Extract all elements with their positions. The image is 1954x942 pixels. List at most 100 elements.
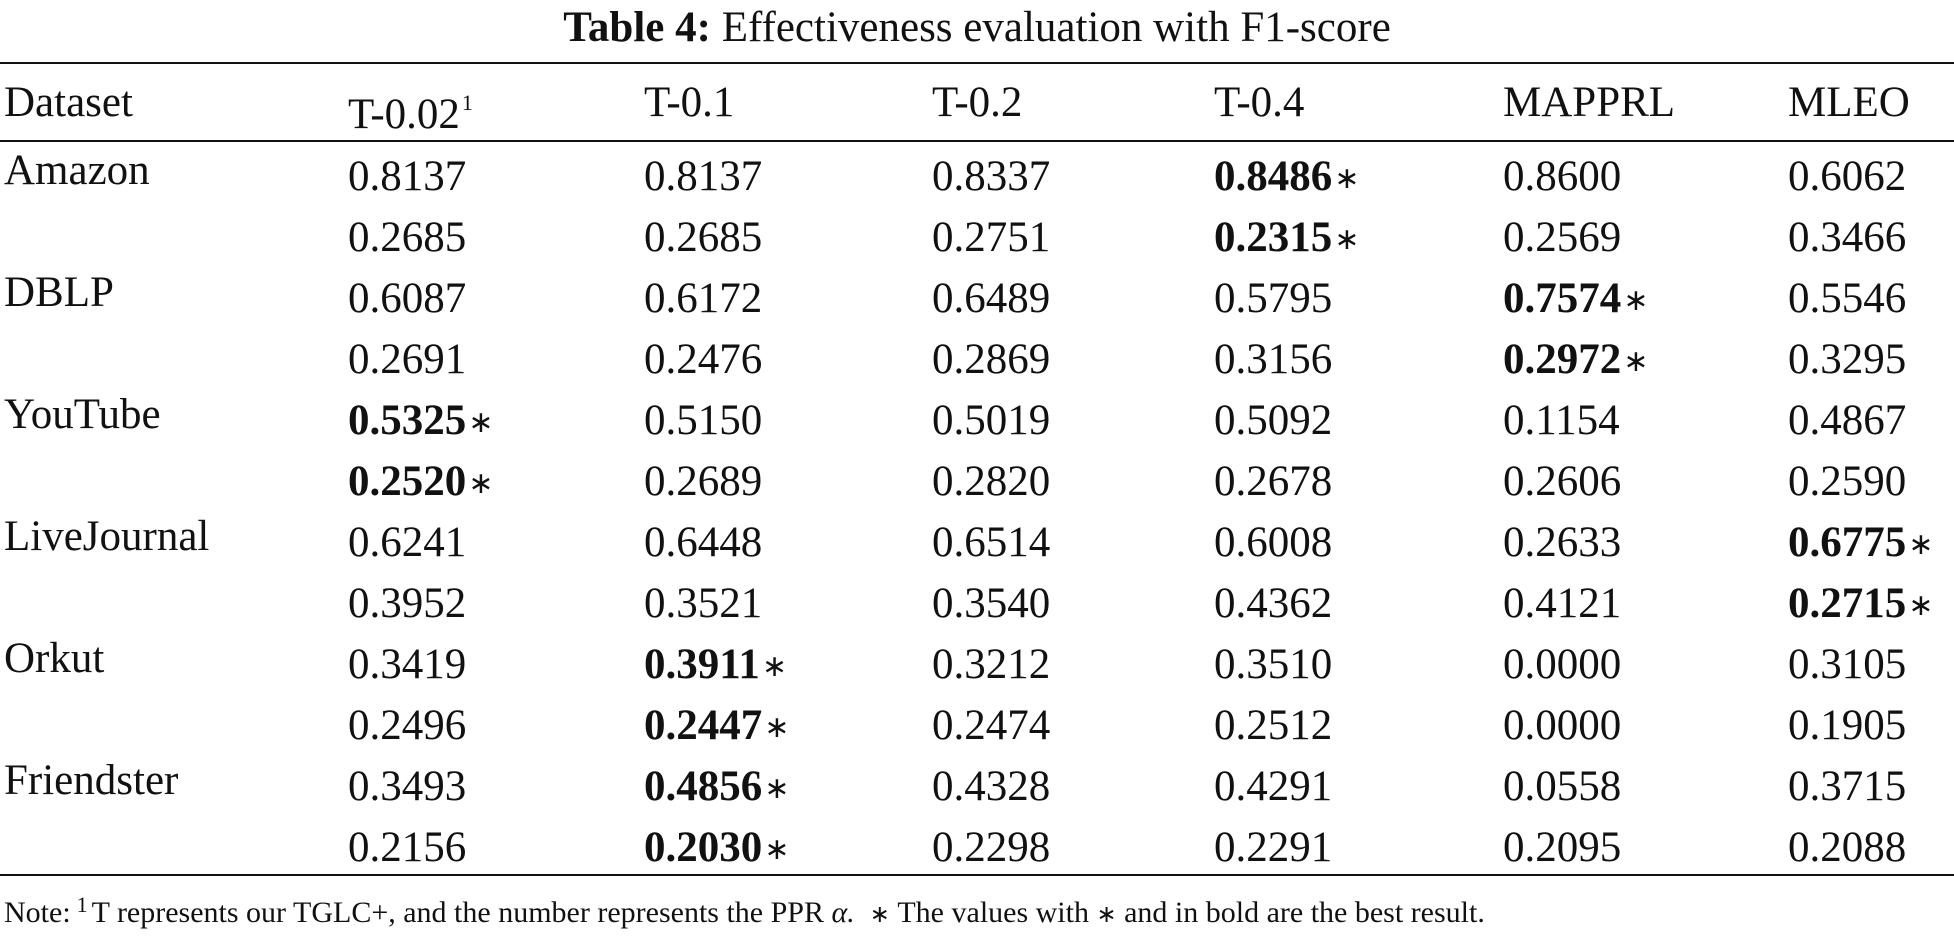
dataset-label: DBLP <box>4 269 114 316</box>
value-cell: 0.6008 <box>1214 519 1333 566</box>
dataset-label: Amazon <box>4 147 150 194</box>
value-cell: 0.2820 <box>932 458 1051 505</box>
value-cell: 0.6489 <box>932 275 1051 322</box>
value-cell: 0.6087 <box>348 275 467 322</box>
note-star-2: ∗ <box>1096 900 1117 928</box>
value-cell: 0.2474 <box>932 702 1051 749</box>
best-marker: ∗ <box>764 771 790 806</box>
value-cell: 0.2095 <box>1503 824 1622 871</box>
header-t-0-1: T-0.1 <box>644 79 735 126</box>
best-value-cell: 0.2447∗ <box>644 702 790 749</box>
value-cell: 0.2691 <box>348 336 467 383</box>
header-dataset: Dataset <box>4 79 133 126</box>
best-value-cell: 0.8486∗ <box>1214 153 1360 200</box>
note-text-2: The values with <box>897 896 1089 929</box>
best-value-cell: 0.5325∗ <box>348 397 494 444</box>
best-value-cell: 0.4856∗ <box>644 763 790 810</box>
value-cell: 0.3156 <box>1214 336 1333 383</box>
best-value-cell: 0.3911∗ <box>644 641 788 688</box>
value-cell: 0.2678 <box>1214 458 1333 505</box>
note-text-3: and in bold are the best result. <box>1124 896 1485 929</box>
caption-text: Effectiveness evaluation with F1-score <box>721 4 1391 51</box>
value-cell: 0.5019 <box>932 397 1051 444</box>
dataset-label: YouTube <box>4 391 161 438</box>
dataset-label: Orkut <box>4 635 105 682</box>
top-rule <box>0 62 1954 64</box>
value-cell: 0.6172 <box>644 275 763 322</box>
value-cell: 0.3521 <box>644 580 763 627</box>
best-value-cell: 0.2030∗ <box>644 824 790 871</box>
value-cell: 0.0000 <box>1503 702 1622 749</box>
value-cell: 0.6062 <box>1788 153 1907 200</box>
best-marker: ∗ <box>1334 222 1360 257</box>
table-note: Note: 1 T represents our TGLC+, and the nu… <box>4 880 1485 939</box>
note-prefix: Note: <box>4 896 71 929</box>
value-cell: 0.6514 <box>932 519 1051 566</box>
value-cell: 0.3952 <box>348 580 467 627</box>
value-cell: 0.4328 <box>932 763 1051 810</box>
best-marker: ∗ <box>1623 344 1649 379</box>
value-cell: 0.2298 <box>932 824 1051 871</box>
value-cell: 0.5795 <box>1214 275 1333 322</box>
value-cell: 0.2751 <box>932 214 1051 261</box>
value-cell: 0.0558 <box>1503 763 1622 810</box>
best-value-cell: 0.7574∗ <box>1503 275 1649 322</box>
value-cell: 0.2512 <box>1214 702 1333 749</box>
note-text-1: T represents our TGLC+, and the number r… <box>91 896 824 929</box>
value-cell: 0.1154 <box>1503 397 1620 444</box>
header-t-0-4: T-0.4 <box>1214 79 1305 126</box>
header-rule <box>0 140 1954 142</box>
dataset-label: Friendster <box>4 757 179 804</box>
value-cell: 0.3540 <box>932 580 1051 627</box>
header-t-0-02: T-0.021 <box>348 90 473 138</box>
best-value-cell: 0.6775∗ <box>1788 519 1934 566</box>
best-marker: ∗ <box>1908 588 1934 623</box>
note-star: ∗ <box>869 900 890 928</box>
value-cell: 0.5092 <box>1214 397 1333 444</box>
value-cell: 0.2685 <box>348 214 467 261</box>
value-cell: 0.3493 <box>348 763 467 810</box>
value-cell: 0.2606 <box>1503 458 1622 505</box>
best-marker: ∗ <box>764 832 790 867</box>
header-mapprl: MAPPRL <box>1503 79 1676 126</box>
value-cell: 0.4867 <box>1788 397 1907 444</box>
value-cell: 0.3715 <box>1788 763 1907 810</box>
value-cell: 0.6448 <box>644 519 763 566</box>
best-marker: ∗ <box>764 710 790 745</box>
value-cell: 0.3212 <box>932 641 1051 688</box>
value-cell: 0.2476 <box>644 336 763 383</box>
bottom-rule <box>0 874 1954 876</box>
value-cell: 0.2569 <box>1503 214 1622 261</box>
value-cell: 0.0000 <box>1503 641 1622 688</box>
value-cell: 0.6241 <box>348 519 467 566</box>
best-value-cell: 0.2520∗ <box>348 458 494 505</box>
value-cell: 0.3295 <box>1788 336 1907 383</box>
value-cell: 0.2590 <box>1788 458 1907 505</box>
table-caption: Table 4: Effectiveness evaluation with F… <box>0 2 1954 54</box>
value-cell: 0.3510 <box>1214 641 1333 688</box>
value-cell: 0.8600 <box>1503 153 1622 200</box>
best-value-cell: 0.2972∗ <box>1503 336 1649 383</box>
footnote-mark: 1 <box>461 90 473 115</box>
value-cell: 0.8137 <box>644 153 763 200</box>
value-cell: 0.5150 <box>644 397 763 444</box>
dataset-label: LiveJournal <box>4 513 210 560</box>
value-cell: 0.3466 <box>1788 214 1907 261</box>
note-footnote-mark: 1 <box>76 892 88 917</box>
best-value-cell: 0.2715∗ <box>1788 580 1934 627</box>
value-cell: 0.2869 <box>932 336 1051 383</box>
value-cell: 0.4121 <box>1503 580 1622 627</box>
value-cell: 0.2689 <box>644 458 763 505</box>
best-marker: ∗ <box>468 405 494 440</box>
value-cell: 0.5546 <box>1788 275 1907 322</box>
value-cell: 0.4362 <box>1214 580 1333 627</box>
note-alpha: α. <box>831 896 855 929</box>
caption-label: Table 4: <box>563 4 711 51</box>
best-value-cell: 0.2315∗ <box>1214 214 1360 261</box>
value-cell: 0.2496 <box>348 702 467 749</box>
best-marker: ∗ <box>761 649 788 684</box>
header-mleo: MLEO <box>1788 79 1910 126</box>
value-cell: 0.2088 <box>1788 824 1907 871</box>
value-cell: 0.2685 <box>644 214 763 261</box>
value-cell: 0.2156 <box>348 824 467 871</box>
